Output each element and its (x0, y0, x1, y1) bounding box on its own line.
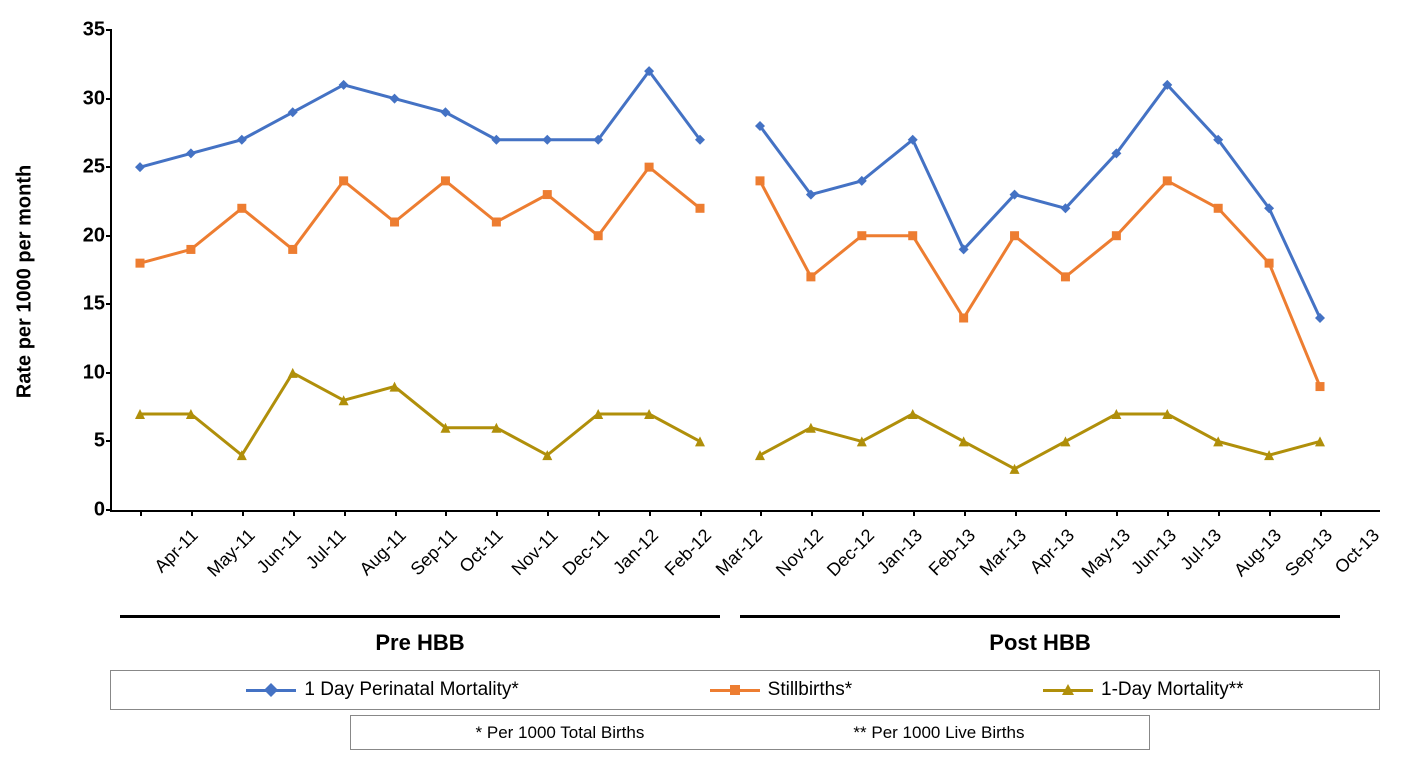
y-tick-label: 35 (75, 19, 105, 42)
legend-item-perinatal: 1 Day Perinatal Mortality* (246, 679, 518, 701)
x-tick-label: Jul-11 (302, 525, 351, 574)
y-tick-label: 15 (75, 293, 105, 316)
y-axis-title: Rate per 1000 per month (14, 165, 37, 398)
x-tick-label: Jun-11 (253, 525, 306, 578)
y-tick-label: 30 (75, 87, 105, 110)
y-tick-label: 10 (75, 361, 105, 384)
legend-label-stillbirths: Stillbirths* (768, 679, 852, 701)
x-tick-label: Aug-13 (1230, 525, 1286, 581)
chart-legend: 1 Day Perinatal Mortality* Stillbirths* … (110, 670, 1380, 710)
x-tick-label: Dec-11 (559, 525, 614, 580)
x-tick-label: Sep-13 (1281, 525, 1337, 581)
legend-marker-oneday (1043, 680, 1093, 700)
y-tick-label: 20 (75, 224, 105, 247)
x-tick-label: Feb-13 (924, 525, 979, 580)
x-tick-label: Jan-12 (609, 525, 663, 579)
x-tick-label: Nov-11 (508, 525, 563, 580)
legend-label-perinatal: 1 Day Perinatal Mortality* (304, 679, 518, 701)
x-tick-label: Jan-13 (873, 525, 927, 579)
x-tick-label: Mar-12 (712, 525, 767, 580)
x-tick-label: Sep-11 (406, 525, 461, 580)
x-tick-label: Dec-12 (823, 525, 879, 581)
x-tick-label: Feb-12 (661, 525, 716, 580)
x-tick-label: May-13 (1078, 525, 1135, 582)
chart-plot-svg (20, 20, 1398, 757)
x-tick-label: Apr-11 (150, 525, 202, 577)
x-tick-label: May-11 (203, 525, 259, 581)
legend-marker-stillbirths (710, 680, 760, 700)
y-tick-label: 0 (75, 499, 105, 522)
x-tick-label: Jun-13 (1127, 525, 1181, 579)
y-tick-label: 25 (75, 156, 105, 179)
footnote-2: ** Per 1000 Live Births (853, 723, 1024, 743)
x-axis-line (110, 510, 1380, 512)
x-tick-label: Apr-13 (1025, 525, 1078, 578)
x-tick-label: Jul-13 (1177, 525, 1227, 575)
legend-marker-perinatal (246, 680, 296, 700)
footnote-box: * Per 1000 Total Births ** Per 1000 Live… (350, 715, 1150, 750)
x-tick-label: Nov-12 (772, 525, 828, 581)
y-axis-line (110, 30, 112, 510)
legend-item-stillbirths: Stillbirths* (710, 679, 852, 701)
y-tick-label: 5 (75, 430, 105, 453)
x-tick-label: Oct-11 (456, 525, 508, 577)
x-tick-label: Aug-11 (355, 525, 410, 580)
post-hbb-label: Post HBB (980, 630, 1100, 656)
x-tick-label: Mar-13 (975, 525, 1030, 580)
legend-label-oneday: 1-Day Mortality** (1101, 679, 1244, 701)
legend-item-oneday: 1-Day Mortality** (1043, 679, 1244, 701)
x-tick-label: Oct-13 (1331, 525, 1384, 578)
footnote-1: * Per 1000 Total Births (476, 723, 645, 743)
pre-hbb-label: Pre HBB (360, 630, 480, 656)
chart-container: Rate per 1000 per month 05101520253035 A… (20, 20, 1398, 757)
